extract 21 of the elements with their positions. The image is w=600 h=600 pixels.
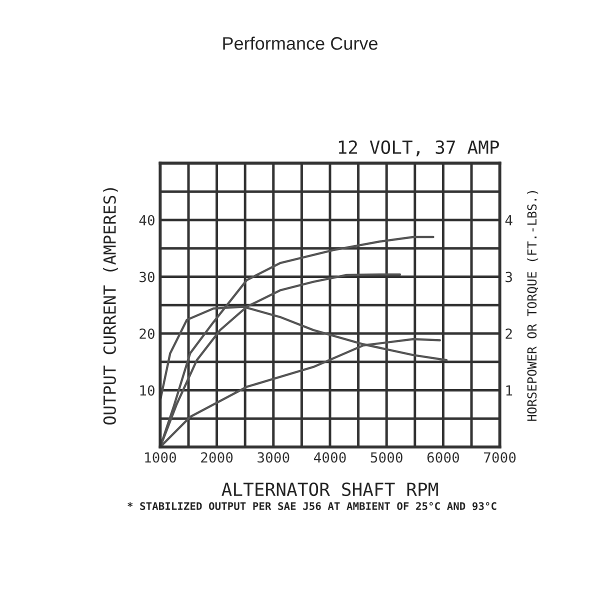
- x-axis-title: ALTERNATOR SHAFT RPM: [222, 482, 438, 496]
- x-tick-label: 7000: [484, 452, 516, 463]
- y2-tick-label: 2: [506, 328, 512, 339]
- x-tick-label: 1000: [145, 452, 176, 463]
- y2-tick-label: 3: [506, 272, 512, 282]
- y2-axis-title: HORSEPOWER OR TORQUE (FT.-LBS.): [526, 191, 538, 421]
- y2-tick-label: 1: [506, 385, 512, 396]
- x-tick-label: 5000: [370, 452, 402, 463]
- text: 12 VOLT, 37 AMP: [338, 140, 499, 156]
- y-tick-label: 20: [140, 328, 154, 339]
- y2-tick-label: 4: [505, 215, 512, 226]
- text: * STABILIZED OUTPUT PER SAE J56 AT AMBIENT OF 25°C AND 93°C: [128, 502, 496, 510]
- chart-title: Performance Curve: [223, 36, 378, 50]
- x-tick-label: 4000: [314, 452, 346, 463]
- x-tick-label: 3000: [258, 452, 290, 463]
- y-axis-title: OUTPUT CURRENT (AMPERES): [103, 188, 118, 425]
- y-tick-label: 30: [140, 272, 154, 282]
- y-tick-label: 10: [140, 385, 154, 396]
- y-tick-label: 40: [139, 214, 154, 226]
- x-tick-label: 6000: [427, 452, 460, 463]
- x-tick-label: 2000: [201, 452, 233, 463]
